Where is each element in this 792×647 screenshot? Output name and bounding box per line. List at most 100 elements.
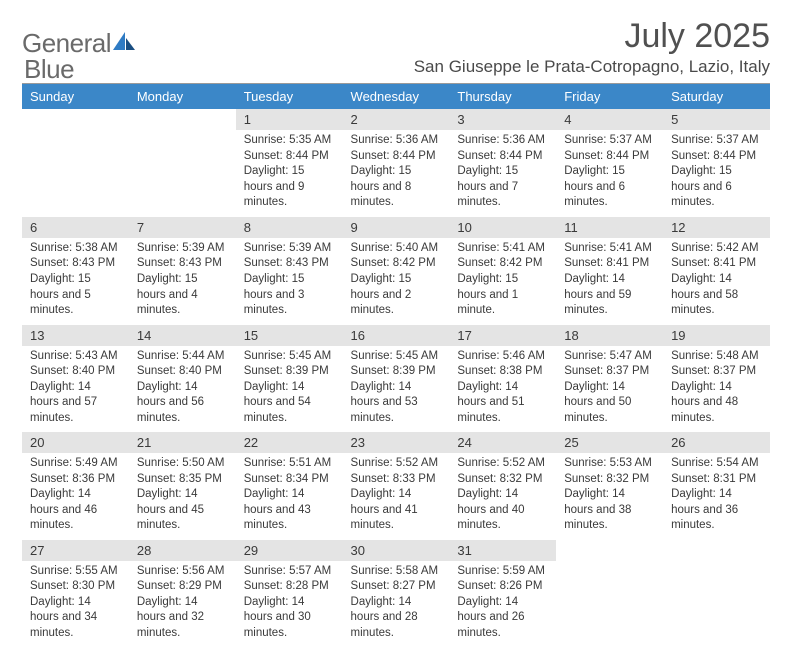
day-number: 7 <box>129 217 236 238</box>
logo-text-blue: Blue <box>24 54 74 84</box>
day-number: 17 <box>449 325 556 346</box>
calendar-day-cell: 21Sunrise: 5:50 AMSunset: 8:35 PMDayligh… <box>129 432 236 540</box>
calendar-day-cell: 20Sunrise: 5:49 AMSunset: 8:36 PMDayligh… <box>22 432 129 540</box>
logo-sail-icon <box>111 30 137 57</box>
weekday-header: Monday <box>129 84 236 109</box>
daylight-line: Daylight: 14 hours and 53 minutes. <box>351 380 442 427</box>
calendar-week-row: 27Sunrise: 5:55 AMSunset: 8:30 PMDayligh… <box>22 540 770 647</box>
daylight-line: Daylight: 14 hours and 43 minutes. <box>244 487 335 534</box>
daylight-line: Daylight: 14 hours and 50 minutes. <box>564 380 655 427</box>
day-number: 20 <box>22 432 129 453</box>
calendar-day-cell: 11Sunrise: 5:41 AMSunset: 8:41 PMDayligh… <box>556 217 663 325</box>
calendar-day-cell: 4Sunrise: 5:37 AMSunset: 8:44 PMDaylight… <box>556 109 663 217</box>
day-data: Sunrise: 5:53 AMSunset: 8:32 PMDaylight:… <box>556 453 663 540</box>
day-data: Sunrise: 5:47 AMSunset: 8:37 PMDaylight:… <box>556 346 663 433</box>
daylight-line: Daylight: 14 hours and 30 minutes. <box>244 595 335 642</box>
sunset-line: Sunset: 8:43 PM <box>30 256 121 272</box>
day-number: 10 <box>449 217 556 238</box>
calendar-day-cell: 23Sunrise: 5:52 AMSunset: 8:33 PMDayligh… <box>343 432 450 540</box>
calendar-day-cell: 19Sunrise: 5:48 AMSunset: 8:37 PMDayligh… <box>663 325 770 433</box>
day-number: 27 <box>22 540 129 561</box>
day-number: 4 <box>556 109 663 130</box>
daylight-line: Daylight: 15 hours and 3 minutes. <box>244 272 335 319</box>
daylight-line: Daylight: 14 hours and 57 minutes. <box>30 380 121 427</box>
day-number: 22 <box>236 432 343 453</box>
sunset-line: Sunset: 8:40 PM <box>30 364 121 380</box>
logo-text-blue-wrap: Blue <box>24 54 74 85</box>
daylight-line: Daylight: 14 hours and 34 minutes. <box>30 595 121 642</box>
sunrise-line: Sunrise: 5:45 AM <box>244 349 335 365</box>
day-number: 25 <box>556 432 663 453</box>
calendar-day-cell: 31Sunrise: 5:59 AMSunset: 8:26 PMDayligh… <box>449 540 556 647</box>
day-number: 23 <box>343 432 450 453</box>
calendar-day-cell <box>663 540 770 647</box>
header: General July 2025 San Giuseppe le Prata-… <box>22 18 770 77</box>
day-number: 2 <box>343 109 450 130</box>
calendar-week-row: 20Sunrise: 5:49 AMSunset: 8:36 PMDayligh… <box>22 432 770 540</box>
daylight-line: Daylight: 14 hours and 38 minutes. <box>564 487 655 534</box>
sunrise-line: Sunrise: 5:43 AM <box>30 349 121 365</box>
calendar-week-row: 13Sunrise: 5:43 AMSunset: 8:40 PMDayligh… <box>22 325 770 433</box>
day-data: Sunrise: 5:48 AMSunset: 8:37 PMDaylight:… <box>663 346 770 433</box>
day-data: Sunrise: 5:49 AMSunset: 8:36 PMDaylight:… <box>22 453 129 540</box>
sunrise-line: Sunrise: 5:49 AM <box>30 456 121 472</box>
day-data: Sunrise: 5:39 AMSunset: 8:43 PMDaylight:… <box>236 238 343 325</box>
sunrise-line: Sunrise: 5:44 AM <box>137 349 228 365</box>
day-data: Sunrise: 5:58 AMSunset: 8:27 PMDaylight:… <box>343 561 450 647</box>
sunset-line: Sunset: 8:41 PM <box>671 256 762 272</box>
daylight-line: Daylight: 14 hours and 32 minutes. <box>137 595 228 642</box>
sunset-line: Sunset: 8:34 PM <box>244 472 335 488</box>
day-data: Sunrise: 5:44 AMSunset: 8:40 PMDaylight:… <box>129 346 236 433</box>
day-number: 26 <box>663 432 770 453</box>
daylight-line: Daylight: 14 hours and 56 minutes. <box>137 380 228 427</box>
calendar-day-cell: 10Sunrise: 5:41 AMSunset: 8:42 PMDayligh… <box>449 217 556 325</box>
daylight-line: Daylight: 14 hours and 58 minutes. <box>671 272 762 319</box>
day-number: 15 <box>236 325 343 346</box>
weekday-header: Saturday <box>663 84 770 109</box>
sunset-line: Sunset: 8:36 PM <box>30 472 121 488</box>
day-number: 12 <box>663 217 770 238</box>
sunrise-line: Sunrise: 5:42 AM <box>671 241 762 257</box>
sunset-line: Sunset: 8:28 PM <box>244 579 335 595</box>
sunrise-line: Sunrise: 5:37 AM <box>671 133 762 149</box>
sunset-line: Sunset: 8:26 PM <box>457 579 548 595</box>
daylight-line: Daylight: 14 hours and 54 minutes. <box>244 380 335 427</box>
weekday-header-row: Sunday Monday Tuesday Wednesday Thursday… <box>22 84 770 109</box>
daylight-line: Daylight: 15 hours and 1 minute. <box>457 272 548 319</box>
day-data: Sunrise: 5:36 AMSunset: 8:44 PMDaylight:… <box>449 130 556 217</box>
day-number: 11 <box>556 217 663 238</box>
day-number: 24 <box>449 432 556 453</box>
title-block: July 2025 San Giuseppe le Prata-Cotropag… <box>414 18 770 77</box>
sunrise-line: Sunrise: 5:41 AM <box>457 241 548 257</box>
day-number <box>129 109 236 130</box>
calendar-day-cell: 28Sunrise: 5:56 AMSunset: 8:29 PMDayligh… <box>129 540 236 647</box>
day-data: Sunrise: 5:50 AMSunset: 8:35 PMDaylight:… <box>129 453 236 540</box>
calendar-day-cell: 1Sunrise: 5:35 AMSunset: 8:44 PMDaylight… <box>236 109 343 217</box>
calendar-week-row: 1Sunrise: 5:35 AMSunset: 8:44 PMDaylight… <box>22 109 770 217</box>
sunrise-line: Sunrise: 5:47 AM <box>564 349 655 365</box>
daylight-line: Daylight: 14 hours and 51 minutes. <box>457 380 548 427</box>
sunset-line: Sunset: 8:44 PM <box>671 149 762 165</box>
day-data: Sunrise: 5:39 AMSunset: 8:43 PMDaylight:… <box>129 238 236 325</box>
calendar-week-row: 6Sunrise: 5:38 AMSunset: 8:43 PMDaylight… <box>22 217 770 325</box>
sunset-line: Sunset: 8:44 PM <box>244 149 335 165</box>
calendar-day-cell: 24Sunrise: 5:52 AMSunset: 8:32 PMDayligh… <box>449 432 556 540</box>
daylight-line: Daylight: 15 hours and 9 minutes. <box>244 164 335 211</box>
day-data: Sunrise: 5:38 AMSunset: 8:43 PMDaylight:… <box>22 238 129 325</box>
calendar-day-cell: 22Sunrise: 5:51 AMSunset: 8:34 PMDayligh… <box>236 432 343 540</box>
day-number <box>22 109 129 130</box>
sunset-line: Sunset: 8:38 PM <box>457 364 548 380</box>
sunrise-line: Sunrise: 5:55 AM <box>30 564 121 580</box>
daylight-line: Daylight: 15 hours and 5 minutes. <box>30 272 121 319</box>
day-number: 29 <box>236 540 343 561</box>
day-data: Sunrise: 5:36 AMSunset: 8:44 PMDaylight:… <box>343 130 450 217</box>
sunrise-line: Sunrise: 5:59 AM <box>457 564 548 580</box>
day-data: Sunrise: 5:56 AMSunset: 8:29 PMDaylight:… <box>129 561 236 647</box>
daylight-line: Daylight: 15 hours and 7 minutes. <box>457 164 548 211</box>
calendar-body: 1Sunrise: 5:35 AMSunset: 8:44 PMDaylight… <box>22 109 770 647</box>
day-number: 14 <box>129 325 236 346</box>
sunrise-line: Sunrise: 5:35 AM <box>244 133 335 149</box>
calendar-day-cell: 3Sunrise: 5:36 AMSunset: 8:44 PMDaylight… <box>449 109 556 217</box>
calendar-day-cell <box>556 540 663 647</box>
calendar-day-cell: 7Sunrise: 5:39 AMSunset: 8:43 PMDaylight… <box>129 217 236 325</box>
